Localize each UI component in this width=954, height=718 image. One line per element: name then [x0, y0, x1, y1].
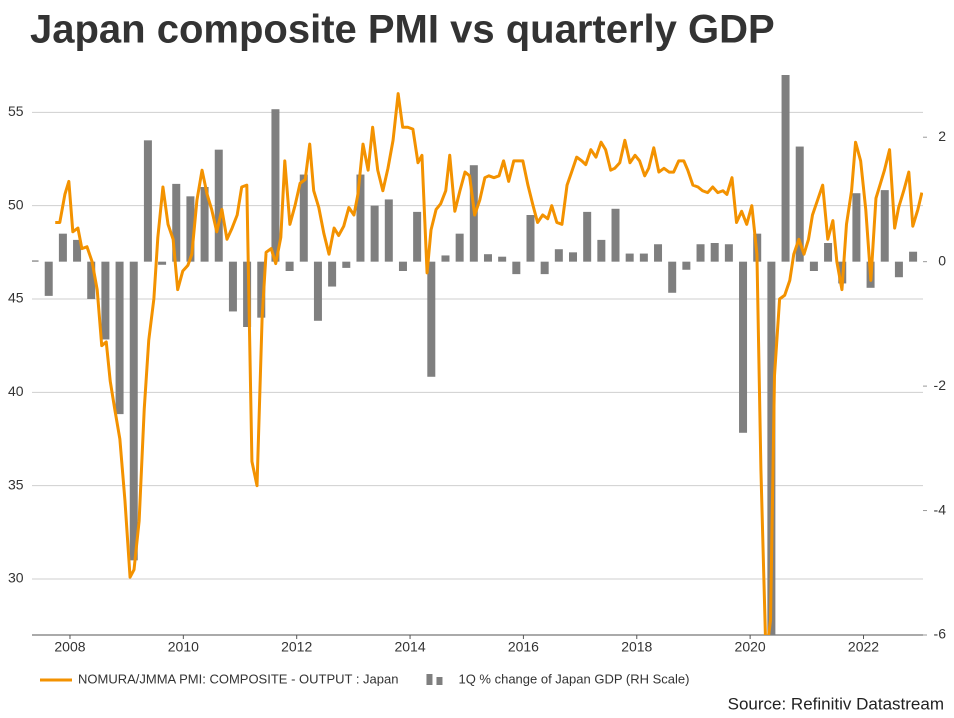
bar — [172, 183, 181, 262]
y-tick-label: 45 — [8, 290, 24, 306]
bar — [724, 244, 733, 262]
bar — [328, 261, 337, 287]
x-tick-label: 2014 — [394, 639, 425, 655]
bar — [384, 199, 393, 262]
y2-tick-label: -2 — [934, 377, 947, 393]
x-tick-label: 2016 — [508, 639, 539, 655]
bar — [285, 261, 294, 271]
x-tick-label: 2010 — [168, 639, 199, 655]
bar — [398, 261, 407, 271]
bar — [342, 261, 351, 268]
y2-tick-label: 0 — [938, 252, 946, 268]
y-tick-label: 30 — [8, 570, 24, 586]
y2-tick-label: -4 — [934, 501, 947, 517]
y-tick-label: 50 — [8, 196, 24, 212]
bar — [540, 261, 549, 275]
x-tick-label: 2018 — [621, 639, 652, 655]
bar — [87, 261, 96, 299]
bar — [441, 255, 450, 262]
bar — [526, 215, 535, 262]
bar — [654, 244, 663, 262]
bar — [455, 233, 464, 262]
bar — [413, 211, 422, 262]
bar — [143, 140, 152, 262]
plot-area — [32, 75, 923, 635]
bar — [880, 190, 889, 262]
bar — [909, 251, 918, 262]
bar — [696, 244, 705, 262]
bar — [611, 208, 620, 262]
bar — [668, 261, 677, 293]
bar — [483, 254, 492, 262]
bar — [299, 174, 308, 262]
y-tick-label: 40 — [8, 383, 24, 399]
bar — [58, 233, 67, 262]
bar — [852, 193, 861, 262]
bar — [583, 211, 592, 262]
bar — [214, 149, 223, 262]
bar — [639, 253, 648, 262]
bar — [228, 261, 237, 312]
bar — [512, 261, 521, 275]
bar — [682, 261, 691, 270]
bar — [554, 249, 563, 262]
bar — [809, 261, 818, 271]
bar — [200, 187, 209, 262]
bar — [781, 75, 790, 262]
bar — [569, 252, 578, 262]
bar — [824, 243, 833, 262]
bar — [427, 261, 436, 377]
bar — [356, 174, 365, 262]
bar — [32, 260, 39, 262]
bar — [44, 261, 53, 296]
legend-swatch — [426, 674, 433, 685]
bar — [894, 261, 903, 278]
x-tick-label: 2022 — [848, 639, 879, 655]
x-tick-label: 2012 — [281, 639, 312, 655]
bar — [498, 256, 507, 262]
bar — [767, 261, 776, 635]
source: Source: Refinitiv Datastream — [728, 694, 944, 713]
bar — [597, 239, 606, 262]
legend-swatch — [436, 677, 443, 685]
x-tick-label: 2008 — [54, 639, 85, 655]
bar — [101, 261, 110, 340]
bar — [158, 261, 167, 265]
bar — [257, 261, 266, 318]
chart-title: Japan composite PMI vs quarterly GDP — [30, 8, 775, 52]
legend-label: 1Q % change of Japan GDP (RH Scale) — [458, 671, 689, 686]
bar — [313, 261, 322, 321]
legend-label: NOMURA/JMMA PMI: COMPOSITE - OUTPUT : Ja… — [78, 671, 398, 686]
bar — [186, 196, 195, 262]
bar — [739, 261, 748, 433]
bar — [271, 109, 280, 262]
bar — [625, 253, 634, 262]
y2-tick-label: -6 — [934, 626, 947, 642]
bar — [115, 261, 124, 415]
line — [55, 92, 923, 635]
bar — [795, 146, 804, 262]
y2-tick-label: 2 — [938, 128, 946, 144]
bar — [129, 261, 138, 561]
y-tick-label: 35 — [8, 476, 24, 492]
bar — [73, 239, 82, 262]
y-tick-label: 55 — [8, 103, 24, 119]
bar — [710, 243, 719, 262]
x-tick-label: 2020 — [735, 639, 766, 655]
bar — [370, 205, 379, 262]
bar — [243, 261, 252, 327]
